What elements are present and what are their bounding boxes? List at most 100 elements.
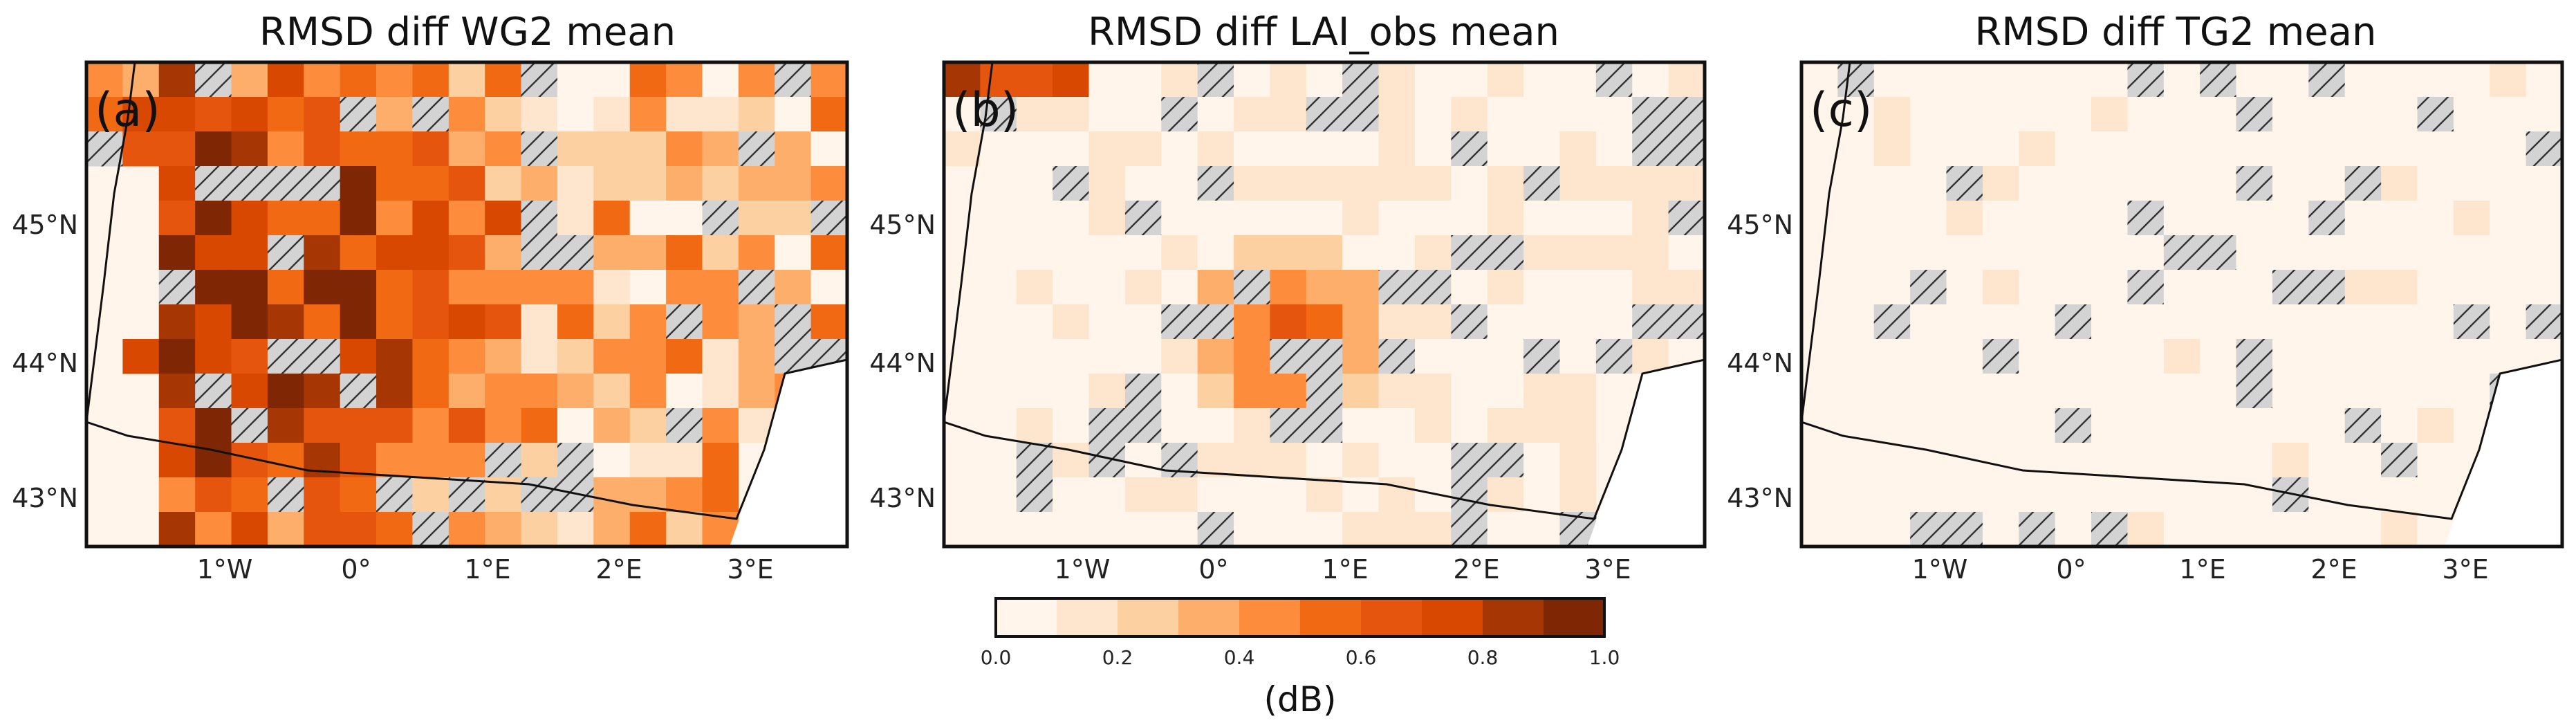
lat-tick-label: 45°N (12, 210, 78, 240)
grid-cell (1378, 270, 1416, 305)
grid-cell (1053, 408, 1090, 443)
grid-cell (557, 304, 594, 340)
coastline (944, 62, 1705, 520)
lon-tick-label: 1°E (2179, 554, 2225, 585)
grid-cell (304, 339, 341, 374)
grid-cell (2091, 201, 2128, 236)
grid-cell (593, 339, 631, 374)
grid-cell (267, 131, 304, 167)
grid-cell (340, 201, 377, 236)
grid-cell (267, 270, 304, 305)
panel-label: (a) (95, 83, 160, 138)
grid-cell (448, 131, 485, 167)
grid-cell (448, 374, 485, 409)
grid-cell (1559, 339, 1597, 374)
grid-cell (1982, 270, 2019, 305)
grid-cell (1124, 512, 1162, 547)
grid-cell (702, 443, 739, 478)
grid-cell (376, 235, 413, 270)
grid-cell (158, 131, 196, 167)
grid-cell (738, 97, 775, 132)
grid-cell (521, 339, 558, 374)
grid-cell (2019, 201, 2056, 236)
grid-cell (1234, 97, 1270, 132)
lon-tick-label: 0° (1198, 554, 1228, 585)
grid-cell (1595, 201, 1633, 236)
grid-cell (2381, 304, 2418, 340)
grid-cell (1053, 339, 1090, 374)
grid-cell (1801, 97, 1838, 132)
grid-cell (2200, 304, 2237, 340)
grid-cell (1414, 235, 1452, 270)
grid-cell (1523, 235, 1560, 270)
grid-cell (2200, 270, 2237, 305)
grid-cell (2344, 339, 2382, 374)
grid-cell (2019, 339, 2056, 374)
grid-cell (2091, 166, 2128, 201)
grid-cell (738, 270, 775, 305)
grid-cell (702, 97, 739, 132)
grid-cell (267, 201, 304, 236)
grid-cell (1053, 131, 1090, 167)
grid-cell (2381, 374, 2418, 409)
grid-cell (267, 304, 304, 340)
grid-cell (1451, 235, 1488, 270)
grid-cell (1982, 339, 2019, 374)
grid-cell (1595, 304, 1633, 340)
colorbar-frame (994, 597, 1606, 638)
grid-cell (775, 97, 812, 132)
grid-cell (1016, 235, 1053, 270)
grid-cell (304, 166, 341, 201)
grid-cell (340, 270, 377, 305)
grid-cell (1414, 408, 1452, 443)
grid-cell (1946, 62, 1983, 98)
grid-cell (195, 131, 232, 167)
grid-cell (2055, 131, 2092, 167)
grid-cell (1124, 443, 1162, 478)
grid-cell (1234, 131, 1270, 167)
grid-cell (1234, 62, 1270, 98)
grid-cell (2127, 374, 2165, 409)
grid-cell (1595, 374, 1633, 409)
grid-cell (1559, 270, 1597, 305)
grid-cell (340, 235, 377, 270)
grid-cell (2200, 235, 2237, 270)
grid-cell (593, 270, 631, 305)
panel-b-title: RMSD diff LAI_obs mean (1087, 10, 1560, 55)
grid-cell (1487, 131, 1524, 167)
grid-cell (1161, 97, 1198, 132)
grid-cell (1342, 201, 1380, 236)
grid-cell (2127, 443, 2165, 478)
grid-cell (1161, 166, 1198, 201)
grid-cell (1234, 512, 1270, 547)
grid-cell (1595, 62, 1633, 98)
lon-tick-label: 3°E (727, 554, 773, 585)
grid-cell (195, 339, 232, 374)
grid-cell (810, 235, 847, 270)
grid-cell (1270, 443, 1307, 478)
map-grid (1801, 62, 2562, 547)
grid-cell (2236, 304, 2273, 340)
grid-cell (775, 235, 812, 270)
lon-tick-label: 3°E (1584, 554, 1631, 585)
grid-cell (2127, 62, 2165, 98)
grid-cell (1016, 201, 1053, 236)
grid-cell (340, 304, 377, 340)
grid-cell (1946, 304, 1983, 340)
grid-cell (521, 512, 558, 547)
grid-cell (1595, 97, 1633, 132)
grid-cell (2344, 270, 2382, 305)
grid-cell (267, 374, 304, 409)
grid-cell (1270, 477, 1307, 513)
colorbar-tick-label: 0.2 (1102, 646, 1133, 669)
grid-cell (1161, 235, 1198, 270)
grid-cell (1559, 235, 1597, 270)
grid-cell (629, 512, 667, 547)
grid-cell (738, 166, 775, 201)
grid-cell (1342, 512, 1380, 547)
grid-cell (1910, 97, 1947, 132)
grid-cell (2200, 374, 2237, 409)
grid-cell (2236, 131, 2273, 167)
grid-cell (2163, 512, 2200, 547)
colorbar-segment (1239, 598, 1301, 636)
